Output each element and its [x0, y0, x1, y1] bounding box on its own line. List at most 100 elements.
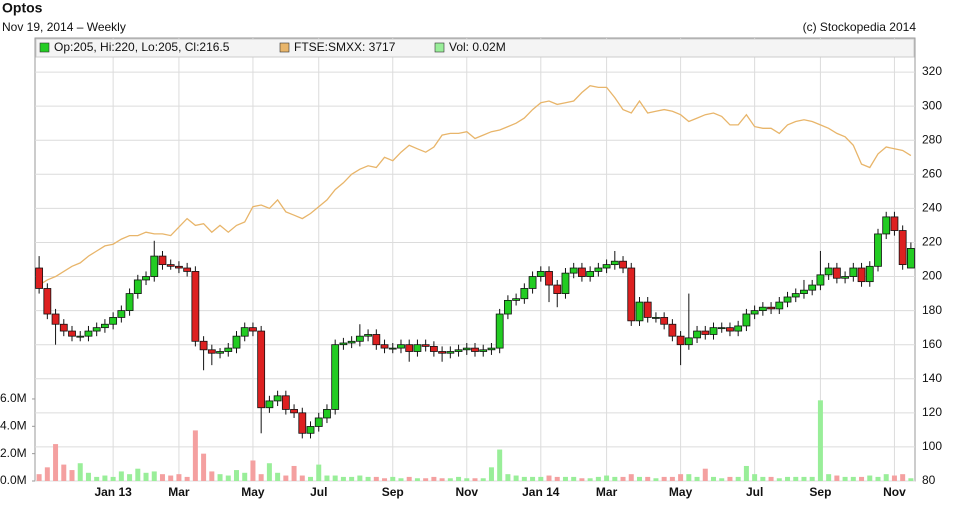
volume-bar: [373, 476, 379, 481]
candle-body: [133, 279, 142, 294]
volume-bar: [546, 475, 552, 481]
volume-bar: [727, 476, 733, 481]
y2-tick-label: 4.0M: [0, 418, 27, 432]
y2-tick-label: 2.0M: [0, 446, 27, 460]
y-tick-label: 220: [922, 235, 942, 249]
candle-body: [684, 337, 693, 346]
volume-bar: [776, 478, 782, 481]
volume-bar: [143, 472, 149, 481]
legend-label: Op:205, Hi:220, Lo:205, Cl:216.5: [54, 40, 230, 54]
candle-body: [849, 267, 858, 277]
candle-body: [536, 271, 545, 277]
volume-bar: [620, 476, 626, 481]
volume-bar: [900, 474, 906, 481]
volume-bar: [817, 400, 823, 481]
volume-bar: [497, 449, 503, 481]
volume-bar: [678, 474, 684, 481]
candle-body: [331, 344, 340, 410]
candle-body: [298, 412, 307, 434]
volume-bar: [521, 476, 527, 481]
candle-body: [166, 264, 175, 267]
y-tick-label: 100: [922, 439, 942, 453]
candle-body: [512, 298, 521, 301]
legend-swatch: [279, 42, 290, 53]
candle-body: [150, 255, 159, 277]
volume-bar: [151, 471, 157, 481]
y-tick-label: 160: [922, 337, 942, 351]
candle-body: [265, 400, 274, 409]
candle-body: [273, 395, 282, 402]
candle-body: [142, 276, 150, 281]
volume-bar: [883, 474, 889, 481]
legend-label: Vol: 0.02M: [449, 40, 506, 54]
volume-bar: [53, 444, 59, 481]
legend-items: Op:205, Hi:220, Lo:205, Cl:216.5 FTSE:SMX…: [39, 40, 506, 54]
candle-body: [709, 327, 718, 335]
volume-bar: [332, 475, 338, 481]
x-tick-label: Nov: [455, 485, 478, 499]
volume-bar: [694, 476, 700, 481]
volume-bar: [785, 476, 791, 481]
y-tick-label: 240: [922, 201, 942, 215]
volume-bar: [908, 478, 914, 481]
candle-body: [800, 289, 808, 294]
candle-body: [355, 335, 364, 342]
candle-body: [92, 327, 101, 332]
candle-body: [429, 345, 438, 352]
volume-bar: [36, 474, 42, 481]
x-tick-label: May: [669, 485, 693, 499]
volume-bar: [382, 478, 388, 481]
candle-body: [347, 340, 356, 344]
volume-bar: [258, 474, 264, 481]
candle-body: [216, 351, 224, 354]
candle-body: [676, 335, 685, 346]
candle-body: [652, 317, 660, 319]
candle-body: [413, 344, 422, 352]
candle-body: [742, 313, 751, 327]
chart-title: Optos: [2, 0, 43, 16]
volume-bar: [275, 472, 281, 481]
volume-bar: [398, 478, 404, 481]
volume-bar: [867, 475, 873, 481]
candle-body: [323, 409, 331, 419]
volume-bar: [431, 476, 437, 481]
volume-bar: [118, 471, 124, 481]
volume-bar: [102, 475, 108, 481]
y-tick-label: 320: [922, 64, 942, 78]
candle-body: [758, 306, 767, 312]
volume-bar: [472, 478, 478, 481]
x-tick-label: Mar: [168, 485, 190, 499]
candle-body: [865, 265, 874, 283]
candle-body: [783, 296, 792, 303]
volume-bar: [612, 476, 618, 481]
volume-bar: [365, 476, 371, 481]
volume-bar: [77, 463, 83, 481]
y-tick-label: 300: [922, 98, 942, 112]
plot-area: [34, 37, 916, 482]
volume-bar: [834, 475, 840, 481]
legend-swatch: [39, 42, 50, 53]
candle-body: [84, 330, 93, 337]
volume-bar: [44, 467, 50, 481]
volume-bar: [636, 476, 642, 481]
y-tick-label: 200: [922, 269, 942, 283]
volume-bar: [760, 476, 766, 481]
candle-body: [454, 349, 463, 352]
candle-body: [158, 255, 167, 266]
candle-body: [462, 347, 471, 351]
x-tick-label: Sep: [809, 485, 831, 499]
volume-bar: [110, 476, 116, 481]
volume-bar: [201, 453, 207, 481]
volume-bar: [69, 470, 75, 481]
volume-bar: [217, 474, 223, 481]
volume-bar: [414, 478, 420, 481]
volume-bar: [94, 476, 100, 481]
candle-body: [388, 347, 397, 350]
volume-bar: [456, 476, 462, 481]
candle-body: [199, 340, 208, 351]
volume-bar: [349, 476, 355, 481]
volume-bar: [801, 476, 807, 481]
candle-body: [569, 267, 578, 274]
volume-bar: [283, 475, 289, 481]
